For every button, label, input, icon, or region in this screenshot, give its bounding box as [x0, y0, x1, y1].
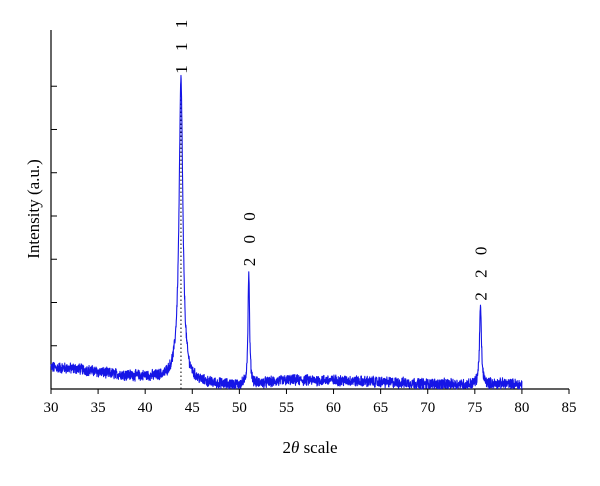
peak-label-3: 2 2 0: [472, 242, 491, 301]
x-tick-label: 65: [373, 400, 388, 416]
x-tick-label: 45: [185, 400, 200, 416]
x-tick-label: 85: [562, 400, 577, 416]
peak-label-1: 1 1 1: [172, 15, 191, 74]
x-tick-label: 35: [91, 400, 106, 416]
x-tick-label: 30: [44, 400, 59, 416]
series-group: [50, 74, 523, 390]
x-tick-label: 70: [420, 400, 435, 416]
x-tick-label: 40: [138, 400, 153, 416]
y-axis-title: Intensity (a.u.): [24, 159, 43, 259]
peak-label-2: 2 0 0: [240, 207, 259, 266]
axes: 30 35 40 45 50 55 60 65 70 75 80 85: [44, 30, 577, 416]
x-tick-label: 50: [232, 400, 247, 416]
peak-labels: 1 1 1 2 0 0 2 2 0: [172, 15, 491, 301]
x-tick-label: 80: [514, 400, 529, 416]
x-tick-label: 60: [326, 400, 341, 416]
x-tick-label: 75: [467, 400, 482, 416]
x-axis-title: 2θ scale: [282, 438, 337, 457]
x-tick-label: 55: [279, 400, 294, 416]
xrd-series-line: [50, 74, 523, 390]
